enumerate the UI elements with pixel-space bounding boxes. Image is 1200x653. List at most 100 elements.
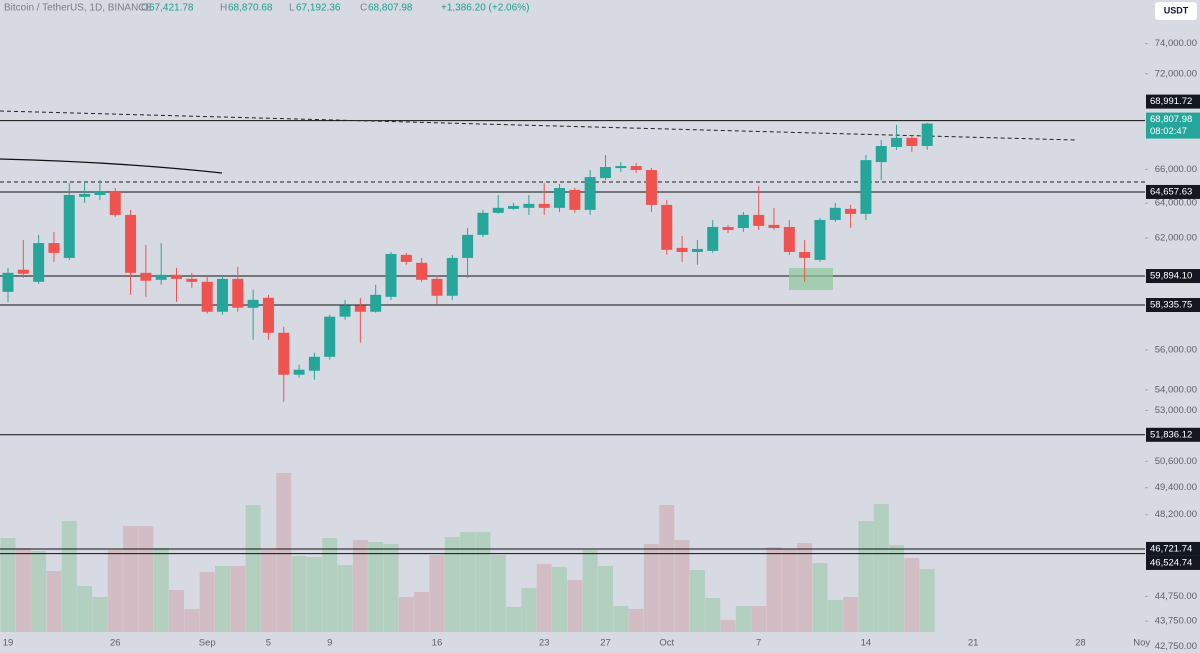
volume-bar [827,600,843,632]
volume-bar [567,580,583,632]
level-label: 58,335.75 [1150,300,1192,311]
y-tick-label: 74,000.00 [1155,38,1197,49]
candle-body [615,166,627,169]
candle-body [400,254,412,262]
y-tick-label: 50,600.00 [1155,456,1197,467]
axis-layer: 74,000.00 72,000.00 66,000.00 64,000.00 62,0… [3,38,1200,652]
volume-bar [138,526,154,632]
y-tick-label: 43,750.00 [1155,616,1197,627]
candle-layer [2,122,933,402]
high-label: H [220,3,227,14]
x-tick-label: 19 [3,638,14,649]
candle-body [768,224,780,229]
volume-bar [184,609,200,632]
volume-bar [291,556,307,632]
candle-body [48,243,60,253]
candle-body [477,212,489,235]
candle-body [921,123,933,146]
candle-body [324,316,336,357]
x-tick-label: Nov [1133,638,1150,649]
candle-body [860,160,872,214]
volume-bar [123,526,139,632]
y-tick-label: 48,200.00 [1155,509,1197,520]
candle-body [630,166,642,171]
candle-body [370,294,382,312]
x-tick-label: Oct [659,638,674,649]
volume-bar [858,521,874,632]
volume-bar [322,538,338,632]
candle-body [278,332,290,375]
level-label: 64,657.63 [1150,186,1192,197]
volume-bar [475,532,491,632]
volume-bar [153,548,169,632]
volume-bar [169,590,185,632]
volume-bar [689,570,705,632]
currency-button-label[interactable]: USDT [1164,5,1189,15]
volume-bar [552,567,568,632]
volume-bar [245,505,261,632]
candle-body [707,226,719,251]
volume-bar [843,597,859,632]
currency-button[interactable]: USDT [1155,2,1197,20]
candle-body [875,145,887,163]
candle-body [262,297,274,333]
volume-bar [92,597,108,632]
volume-bar [31,551,47,632]
y-tick-label: 62,000.00 [1155,233,1197,244]
x-tick-label: 7 [756,638,761,649]
candle-body [584,177,596,210]
candle-body [508,205,520,209]
level-label: 51,836.12 [1150,429,1192,440]
volume-bar [444,537,460,632]
candle-body [691,248,703,252]
y-tick-label: 56,000.00 [1155,344,1197,355]
level-box [1146,94,1200,109]
x-tick-label: 16 [432,638,443,649]
volume-bar [383,544,399,632]
candle-body [906,137,918,146]
volume-bar [276,473,292,632]
candle-body [79,193,91,197]
volume-bar [797,543,813,632]
candle-body [492,207,504,213]
low-value: 67,192.36 [296,3,341,14]
moving-average [0,158,223,174]
candle-body [891,137,903,147]
volume-bar [352,540,368,632]
candle-body [140,272,152,281]
candle-body [753,214,765,226]
y-tick-label: 44,750.00 [1155,591,1197,602]
volume-bar [628,609,644,632]
volume-bar [460,532,476,632]
volume-bar [506,607,522,632]
candle-body [247,299,259,308]
candle-body [599,167,611,179]
volume-bar [659,505,675,632]
currency-button-bg[interactable] [1155,2,1197,20]
trend-line [0,110,1076,141]
volume-layer [0,473,935,632]
candle-body [431,278,443,296]
volume-bar [521,588,537,632]
open-label: O [141,3,149,14]
y-tick-label: 53,000.00 [1155,405,1197,416]
volume-bar [46,571,62,632]
volume-bar [904,558,920,632]
x-tick-label: 5 [266,638,271,649]
volume-bar [582,550,598,632]
volume-bar [306,557,322,632]
x-tick-label: 23 [539,638,550,649]
volume-bar [414,592,430,632]
symbol-title: Bitcoin / TetherUS, 1D, BINANCE [4,3,153,14]
volume-bar [735,606,751,632]
candle-body [339,305,351,317]
highlight-zone [789,268,833,290]
candle-body [216,278,228,312]
volume-bar [107,550,123,632]
candle-body [171,274,183,279]
candle-body [2,272,14,292]
candle-body [845,208,857,214]
volume-bar [0,538,16,632]
y-tick-label: 72,000.00 [1155,68,1197,79]
